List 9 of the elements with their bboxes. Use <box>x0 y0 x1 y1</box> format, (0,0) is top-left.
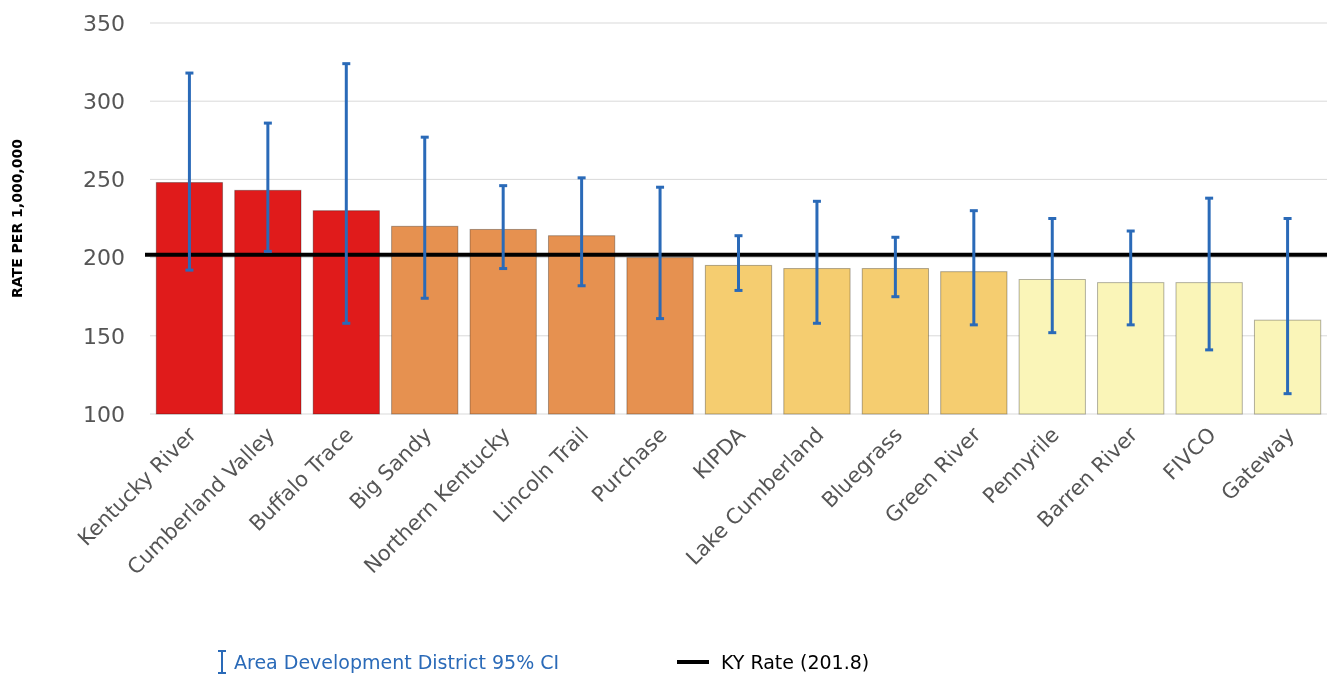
legend-label: KY Rate (201.8) <box>721 650 870 673</box>
y-tick-label: 250 <box>83 167 125 193</box>
text: Area Development District 95% CI <box>234 650 560 673</box>
y-axis-title: RATE PER 1,000,000 <box>9 138 25 298</box>
y-tick-label: 100 <box>83 401 125 427</box>
y-tick-label: 300 <box>83 88 125 114</box>
y-tick-label: 200 <box>83 245 125 271</box>
y-tick-label: 150 <box>83 323 125 349</box>
y-tick-label: 350 <box>83 10 125 36</box>
